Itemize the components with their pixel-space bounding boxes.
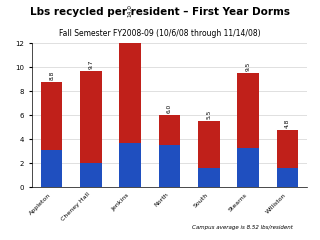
Bar bbox=[277, 130, 298, 168]
Bar bbox=[119, 19, 141, 143]
Bar bbox=[159, 145, 180, 187]
Text: 5.5: 5.5 bbox=[206, 110, 212, 119]
Text: 9.7: 9.7 bbox=[88, 60, 93, 69]
Bar bbox=[159, 115, 180, 145]
Text: 8.8: 8.8 bbox=[49, 70, 54, 80]
Bar bbox=[41, 82, 62, 150]
Text: 14.0: 14.0 bbox=[128, 4, 133, 17]
Text: 4.8: 4.8 bbox=[285, 118, 290, 128]
Text: Lbs recycled per resident – First Year Dorms: Lbs recycled per resident – First Year D… bbox=[30, 7, 290, 17]
Bar bbox=[198, 121, 220, 168]
Text: 9.5: 9.5 bbox=[246, 62, 251, 71]
Text: 6.0: 6.0 bbox=[167, 104, 172, 113]
Bar bbox=[237, 73, 259, 148]
Bar bbox=[119, 143, 141, 187]
Bar bbox=[41, 150, 62, 187]
Bar bbox=[237, 148, 259, 187]
Bar bbox=[198, 168, 220, 187]
Text: Campus average is 8.52 lbs/resident: Campus average is 8.52 lbs/resident bbox=[192, 225, 293, 230]
Bar bbox=[80, 163, 102, 187]
Text: Fall Semester FY2008-09 (10/6/08 through 11/14/08): Fall Semester FY2008-09 (10/6/08 through… bbox=[59, 29, 261, 38]
Bar bbox=[80, 71, 102, 163]
Bar bbox=[277, 168, 298, 187]
